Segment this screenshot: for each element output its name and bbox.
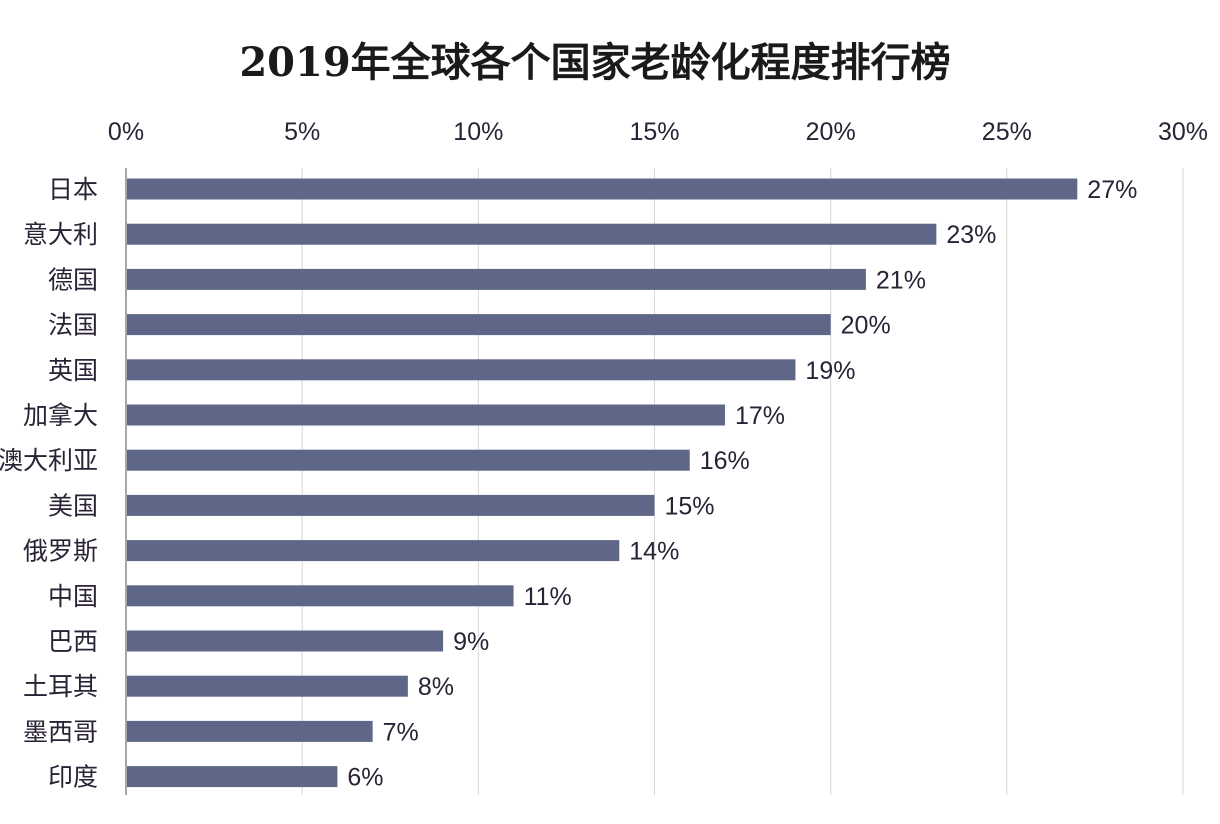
- bar-group: 意大利 23%: [23, 220, 996, 249]
- category-label: 英国: [48, 356, 98, 385]
- value-label: 6%: [347, 764, 383, 792]
- bar-group: 澳大利亚 16%: [0, 446, 750, 475]
- value-label: 21%: [876, 266, 926, 294]
- bar: [127, 630, 444, 652]
- category-label: 法国: [48, 311, 98, 340]
- bar-group: 德国 21%: [48, 265, 926, 294]
- bar-group: 巴西 9%: [48, 627, 489, 656]
- chart-title: 2019年全球各个国家老龄化程度排行榜: [239, 39, 950, 86]
- category-label: 美国: [48, 491, 98, 520]
- bar-group: 加拿大 17%: [23, 401, 785, 430]
- bar-group: 俄罗斯 14%: [23, 537, 679, 566]
- bar: [127, 449, 690, 471]
- bar-group: 法国 20%: [48, 311, 891, 340]
- value-label: 20%: [841, 312, 891, 340]
- x-tick-label: 20%: [806, 118, 856, 146]
- bar-group: 美国 15%: [48, 491, 715, 520]
- category-label: 意大利: [23, 220, 98, 249]
- bar: [127, 585, 514, 607]
- bar: [127, 178, 1078, 200]
- value-label: 8%: [418, 673, 454, 701]
- x-tick-label: 5%: [284, 118, 320, 146]
- bar: [127, 494, 655, 516]
- x-tick-label: 15%: [629, 118, 679, 146]
- category-label: 俄罗斯: [23, 537, 98, 566]
- category-label: 墨西哥: [23, 717, 98, 746]
- category-label: 日本: [48, 175, 98, 204]
- x-tick-label: 25%: [982, 118, 1032, 146]
- category-label: 加拿大: [23, 401, 98, 430]
- bar-group: 土耳其 8%: [23, 672, 454, 701]
- value-label: 23%: [946, 221, 996, 249]
- value-label: 15%: [665, 492, 715, 520]
- bar-group: 英国 19%: [48, 356, 855, 385]
- x-tick-label: 10%: [453, 118, 503, 146]
- bar: [127, 404, 725, 426]
- bar: [127, 675, 408, 697]
- value-label: 11%: [524, 583, 572, 611]
- value-label: 19%: [805, 357, 855, 385]
- bar: [127, 359, 796, 381]
- value-label: 7%: [383, 718, 419, 746]
- category-label: 中国: [48, 582, 98, 611]
- category-label: 巴西: [48, 627, 98, 656]
- category-label: 印度: [48, 763, 98, 792]
- bar: [127, 766, 338, 788]
- value-label: 27%: [1087, 176, 1137, 204]
- value-label: 16%: [700, 447, 750, 475]
- category-label: 德国: [48, 265, 98, 294]
- bar: [127, 540, 620, 562]
- bar-group: 印度 6%: [48, 763, 384, 792]
- value-label: 14%: [629, 538, 679, 566]
- x-tick-label: 30%: [1158, 118, 1208, 146]
- category-label: 澳大利亚: [0, 446, 98, 475]
- bar-group: 日本 27%: [48, 175, 1137, 204]
- value-label: 9%: [453, 628, 489, 656]
- bar: [127, 314, 831, 336]
- x-tick-label: 0%: [108, 118, 144, 146]
- category-label: 土耳其: [23, 672, 98, 701]
- bar: [127, 268, 866, 290]
- bar-group: 墨西哥 7%: [23, 717, 419, 746]
- bar: [127, 720, 373, 742]
- bar: [127, 223, 937, 245]
- value-label: 17%: [735, 402, 785, 430]
- bar-group: 中国 11%: [48, 582, 572, 611]
